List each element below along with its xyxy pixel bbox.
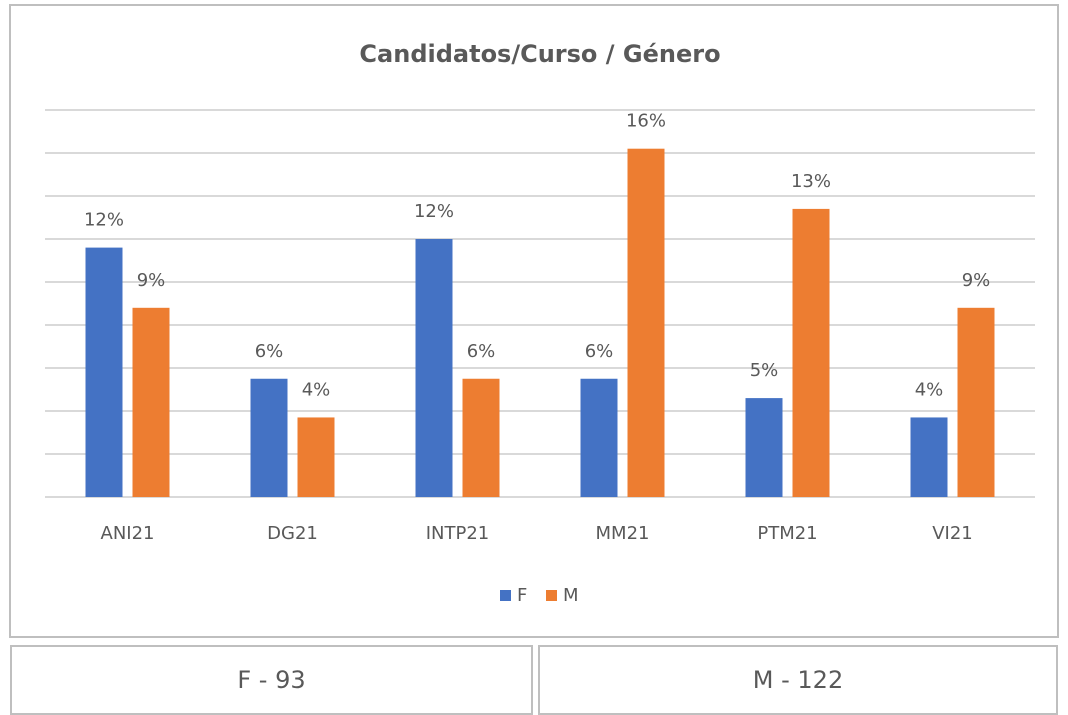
data-label: 4% <box>915 379 944 400</box>
legend-label: M <box>563 585 579 606</box>
x-tick-label: DG21 <box>267 523 318 544</box>
bar <box>910 417 948 497</box>
bar <box>580 378 618 497</box>
data-label: 9% <box>137 270 166 291</box>
bar <box>745 398 783 497</box>
bar <box>132 307 170 497</box>
legend-swatch <box>500 590 511 601</box>
data-label: 5% <box>750 360 779 381</box>
legend-label: F <box>517 585 527 606</box>
data-label: 6% <box>585 341 614 362</box>
chart: Candidatos/Curso / Género ANI21 12% 9% DG21… <box>9 4 1059 638</box>
bar <box>957 307 995 497</box>
bar <box>627 148 665 497</box>
data-label: 12% <box>414 201 454 222</box>
x-tick-label: PTM21 <box>757 523 817 544</box>
bar <box>250 378 288 497</box>
bar <box>792 208 830 497</box>
data-label: 16% <box>626 111 666 132</box>
data-label: 9% <box>962 270 991 291</box>
data-label: 6% <box>255 341 284 362</box>
data-label: 12% <box>84 210 124 231</box>
data-label: 6% <box>467 341 496 362</box>
bar <box>415 239 453 497</box>
chart-title: Candidatos/Curso / Género <box>359 40 720 68</box>
data-label: 13% <box>791 171 831 192</box>
bar <box>462 378 500 497</box>
legend-swatch <box>546 590 557 601</box>
x-tick-label: INTP21 <box>426 523 490 544</box>
x-tick-label: MM21 <box>596 523 650 544</box>
x-tick-label: ANI21 <box>101 523 155 544</box>
data-label: 4% <box>302 379 331 400</box>
summary-f: F - 93 <box>10 645 533 715</box>
x-tick-label: VI21 <box>932 523 973 544</box>
bar <box>85 247 123 497</box>
bar <box>297 417 335 497</box>
summary-m: M - 122 <box>538 645 1058 715</box>
